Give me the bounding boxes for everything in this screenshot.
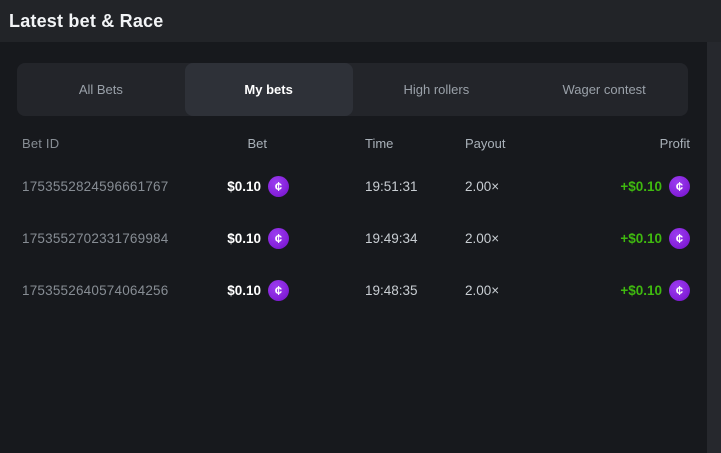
- payout-value: 2.00×: [465, 230, 500, 246]
- coin-icon: ¢: [669, 279, 690, 301]
- coin-icon: ¢: [268, 175, 289, 197]
- profit-amount: +$0.10: [620, 282, 662, 298]
- tab-high-rollers[interactable]: High rollers: [403, 82, 470, 97]
- section-header: Latest bet & Race: [0, 0, 721, 42]
- col-header-payout: Payout: [465, 135, 506, 151]
- bet-amount: $0.10: [227, 178, 261, 194]
- col-header-bet-id: Bet ID: [22, 135, 60, 151]
- payout-value: 2.00×: [465, 178, 500, 194]
- bets-panel: All Bets My bets High rollers Wager cont…: [0, 42, 707, 453]
- profit-cell: +$0.10 ¢: [539, 227, 690, 249]
- bet-amount: $0.10: [227, 282, 261, 298]
- bet-cell: $0.10 ¢: [217, 227, 289, 249]
- profit-amount: +$0.10: [620, 230, 662, 246]
- coin-icon: ¢: [669, 227, 690, 249]
- bet-cell: $0.10 ¢: [217, 279, 289, 301]
- coin-icon: ¢: [268, 279, 289, 301]
- bets-tabbar: All Bets My bets High rollers Wager cont…: [17, 63, 688, 116]
- col-header-profit: Profit: [659, 135, 690, 151]
- coin-icon: ¢: [268, 227, 289, 249]
- payout-value: 2.00×: [465, 282, 500, 298]
- time-value: 19:51:31: [365, 178, 418, 194]
- time-value: 19:49:34: [365, 230, 418, 246]
- bet-amount: $0.10: [227, 230, 261, 246]
- profit-cell: +$0.10 ¢: [539, 175, 690, 197]
- time-value: 19:48:35: [365, 282, 418, 298]
- profit-amount: +$0.10: [620, 178, 662, 194]
- coin-icon: ¢: [669, 175, 690, 197]
- tab-my-bets[interactable]: My bets: [184, 63, 353, 116]
- table-row[interactable]: 1753552640574064256 $0.10 ¢ 19:48:35 2.0…: [22, 264, 690, 316]
- tab-wager-contest[interactable]: Wager contest: [562, 82, 646, 97]
- table-row[interactable]: 1753552702331769984 $0.10 ¢ 19:49:34 2.0…: [22, 212, 690, 264]
- table-row[interactable]: 1753552824596661767 $0.10 ¢ 19:51:31 2.0…: [22, 160, 690, 212]
- page-title: Latest bet & Race: [9, 10, 164, 31]
- bet-cell: $0.10 ¢: [217, 175, 289, 197]
- bet-id-value: 1753552640574064256: [22, 282, 169, 298]
- col-header-bet: Bet: [247, 135, 267, 151]
- col-header-time: Time: [365, 135, 394, 151]
- bets-table: Bet ID Bet Time Payout Profit 1753552824…: [0, 126, 707, 316]
- tab-all-bets[interactable]: All Bets: [78, 82, 123, 97]
- table-header-row: Bet ID Bet Time Payout Profit: [22, 126, 690, 160]
- bet-id-value: 1753552702331769984: [22, 230, 169, 246]
- profit-cell: +$0.10 ¢: [539, 279, 690, 301]
- bet-id-value: 1753552824596661767: [22, 178, 169, 194]
